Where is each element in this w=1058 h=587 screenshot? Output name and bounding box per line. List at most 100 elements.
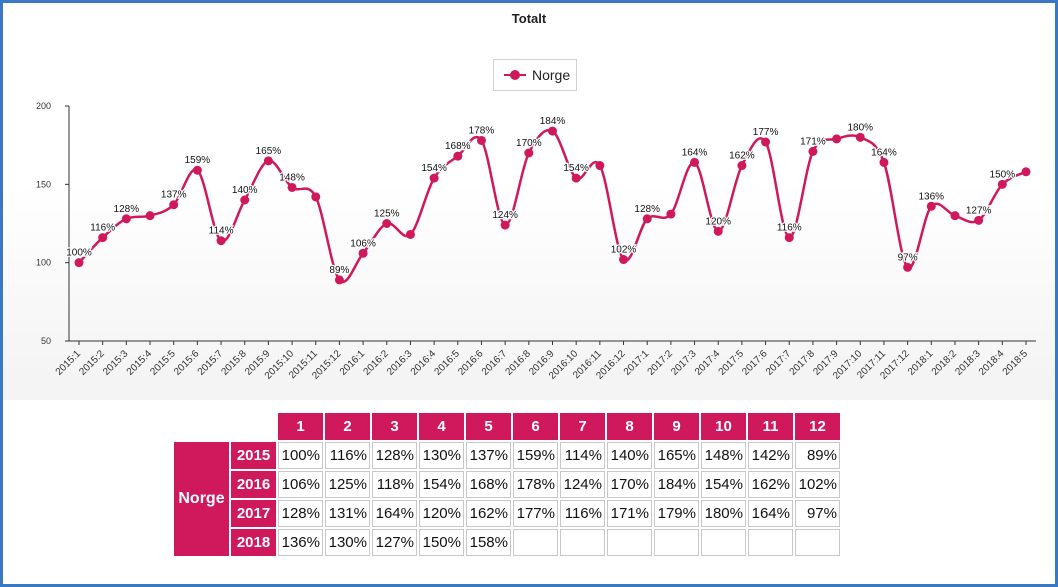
month-header: 1 <box>278 413 323 440</box>
month-header: 4 <box>419 413 464 440</box>
table-cell: 131% <box>325 500 370 527</box>
table-cell: 184% <box>654 471 699 498</box>
table-cell: 179% <box>654 500 699 527</box>
x-tick-label: 2017:5 <box>717 348 747 378</box>
table-cell: 165% <box>654 442 699 469</box>
table-cell: 100% <box>278 442 323 469</box>
y-tick-label: 50 <box>41 336 51 346</box>
data-point <box>619 255 629 265</box>
table-cell <box>654 529 699 556</box>
data-point <box>358 248 368 258</box>
table-cell: 116% <box>325 442 370 469</box>
data-point <box>690 157 700 167</box>
table-row: 2017 128% 131% 164% 120% 162% 177% 116% 171% 179%… <box>174 500 840 527</box>
data-point <box>903 262 913 272</box>
data-label: 148% <box>279 172 305 183</box>
x-tick-label: 2017:2 <box>646 348 676 378</box>
table-cell: 148% <box>701 442 746 469</box>
table-cell: 180% <box>701 500 746 527</box>
table-header-row: 1 2 3 4 5 6 7 8 9 10 11 12 <box>174 413 840 440</box>
month-header: 8 <box>607 413 652 440</box>
year-label: 2018 <box>231 529 276 556</box>
data-label: 170% <box>516 138 542 149</box>
data-label: 114% <box>209 226 234 237</box>
data-point <box>950 211 960 221</box>
data-point <box>382 219 392 228</box>
x-tick-label: 2018:3 <box>953 348 983 378</box>
data-point <box>737 161 747 171</box>
data-point <box>334 275 344 285</box>
table-cell: 124% <box>560 471 605 498</box>
table-cell: 116% <box>560 500 605 527</box>
data-label: 136% <box>919 191 945 202</box>
data-point <box>405 229 415 239</box>
x-tick-label: 2015:4 <box>125 348 155 378</box>
table-cell <box>607 529 652 556</box>
data-point <box>997 179 1007 189</box>
data-label: 164% <box>682 147 708 158</box>
x-tick-label: 2015:6 <box>172 348 202 378</box>
x-tick-label: 2015:8 <box>219 348 249 378</box>
month-header: 11 <box>748 413 793 440</box>
table-cell: 118% <box>372 471 417 498</box>
data-point <box>169 200 179 210</box>
data-point <box>808 146 818 156</box>
table-cell <box>795 529 840 556</box>
data-label: 150% <box>990 169 1016 180</box>
x-tick-label: 2015:1 <box>54 348 84 378</box>
table-cell: 125% <box>325 471 370 498</box>
table-cell: 164% <box>372 500 417 527</box>
data-label: 178% <box>469 125 495 136</box>
table-cell: 102% <box>795 471 840 498</box>
month-header: 10 <box>701 413 746 440</box>
x-tick-label: 2015:7 <box>196 348 226 378</box>
table-cell: 106% <box>278 471 323 498</box>
table-cell: 140% <box>607 442 652 469</box>
chart-legend[interactable]: Norge <box>493 59 577 91</box>
x-tick-label: 2016:7 <box>480 348 510 378</box>
data-label: 128% <box>634 204 660 215</box>
data-point <box>145 211 155 221</box>
data-point <box>926 201 936 211</box>
month-header: 6 <box>513 413 558 440</box>
table-cell: 130% <box>325 529 370 556</box>
data-point <box>713 226 723 236</box>
table-cell: 114% <box>560 442 605 469</box>
chart-title: Totalt <box>511 11 547 26</box>
data-label: 168% <box>445 141 471 152</box>
table-cell: 170% <box>607 471 652 498</box>
table-cell: 154% <box>701 471 746 498</box>
data-point <box>548 126 557 136</box>
table-cell <box>701 529 746 556</box>
year-label: 2015 <box>231 442 276 469</box>
x-tick-label: 2016:3 <box>385 348 415 378</box>
month-header: 12 <box>795 413 840 440</box>
data-point <box>761 137 771 147</box>
row-group-label: Norge <box>174 442 229 556</box>
month-header: 2 <box>325 413 370 440</box>
table-row: 2016 106% 125% 118% 154% 168% 178% 124% 170% 184%… <box>174 471 840 498</box>
data-label: 164% <box>871 147 897 158</box>
year-label: 2016 <box>231 471 276 498</box>
data-label: 140% <box>232 185 258 196</box>
x-tick-label: 2016:1 <box>338 348 368 378</box>
data-label: 128% <box>114 204 140 215</box>
data-label: 154% <box>421 163 447 174</box>
data-point <box>500 220 510 230</box>
table-cell: 171% <box>607 500 652 527</box>
data-point <box>311 192 321 202</box>
data-label: 159% <box>185 155 211 166</box>
chart-area: Totalt 50 100 150 200 2015:1 2015:2 2015:3 2015… <box>3 3 1055 400</box>
data-label: 165% <box>256 146 282 157</box>
year-label: 2017 <box>231 500 276 527</box>
data-label: 124% <box>492 210 518 221</box>
data-label: 89% <box>329 265 349 276</box>
data-point <box>263 156 273 166</box>
data-label: 180% <box>847 122 873 133</box>
table-cell: 130% <box>419 442 464 469</box>
data-point <box>524 148 534 158</box>
x-tick-label: 2018:1 <box>906 348 936 378</box>
data-point <box>571 173 581 183</box>
x-tick-label: 2016:8 <box>504 348 534 378</box>
data-label: 106% <box>350 238 376 249</box>
